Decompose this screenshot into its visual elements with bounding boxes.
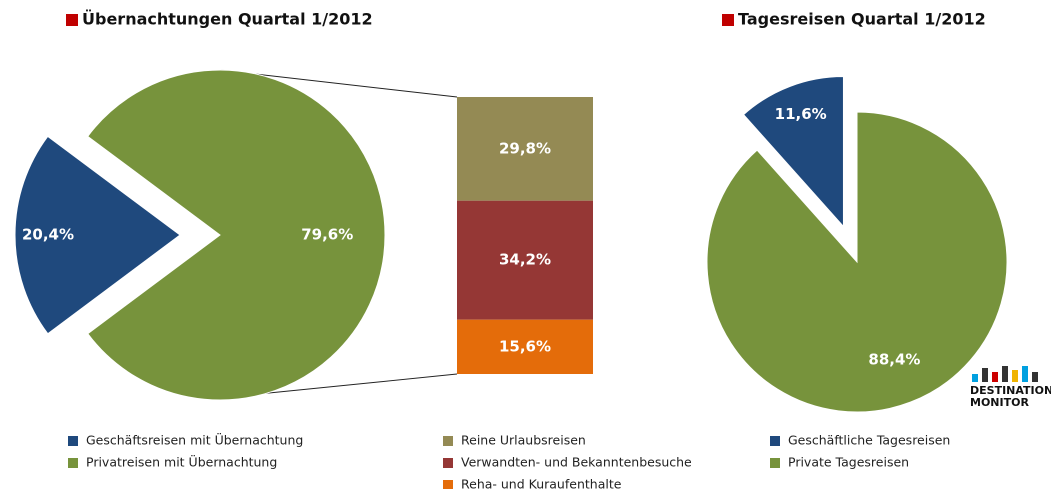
- value-label: 11,6%: [775, 105, 827, 123]
- value-label: 88,4%: [868, 351, 920, 369]
- value-label: 20,4%: [22, 226, 74, 244]
- logo-bars: [972, 366, 1038, 382]
- value-label: 29,8%: [499, 139, 551, 157]
- legend-swatch: [68, 436, 78, 446]
- bar-segment: [457, 319, 593, 374]
- legend-label: Reha- und Kuraufenthalte: [461, 477, 622, 489]
- legend-swatch: [770, 436, 780, 446]
- legend-swatch: [68, 458, 78, 468]
- pie-slice: [14, 135, 181, 335]
- value-label: 79,6%: [301, 225, 353, 243]
- chart-title: Übernachtungen Quartal 1/2012: [82, 10, 373, 29]
- value-label: 34,2%: [499, 251, 551, 269]
- legend-swatch: [770, 458, 780, 468]
- pie-slice: [87, 69, 386, 401]
- legend-label: Geschäftliche Tagesreisen: [788, 433, 950, 448]
- title-marker: [66, 14, 78, 26]
- bar-segment: [457, 97, 593, 201]
- legend-label: Verwandten- und Bekanntenbesuche: [461, 455, 692, 470]
- chart-title: Tagesreisen Quartal 1/2012: [738, 10, 986, 29]
- legend-swatch: [443, 480, 453, 489]
- legend-label: Reine Urlaubsreisen: [461, 433, 586, 448]
- pie-slice: [706, 111, 1008, 413]
- legend-label: Private Tagesreisen: [788, 455, 909, 470]
- legend-label: Geschäftsreisen mit Übernachtung: [86, 432, 303, 448]
- title-marker: [722, 14, 734, 26]
- legend-label: Privatreisen mit Übernachtung: [86, 454, 277, 470]
- legend-swatch: [443, 436, 453, 446]
- logo-text: MONITOR: [970, 396, 1029, 409]
- logo-text: DESTINATION: [970, 384, 1051, 397]
- value-label: 15,6%: [499, 337, 551, 355]
- legend-swatch: [443, 458, 453, 468]
- bar-segment: [457, 200, 593, 320]
- pie-slice: [742, 75, 844, 228]
